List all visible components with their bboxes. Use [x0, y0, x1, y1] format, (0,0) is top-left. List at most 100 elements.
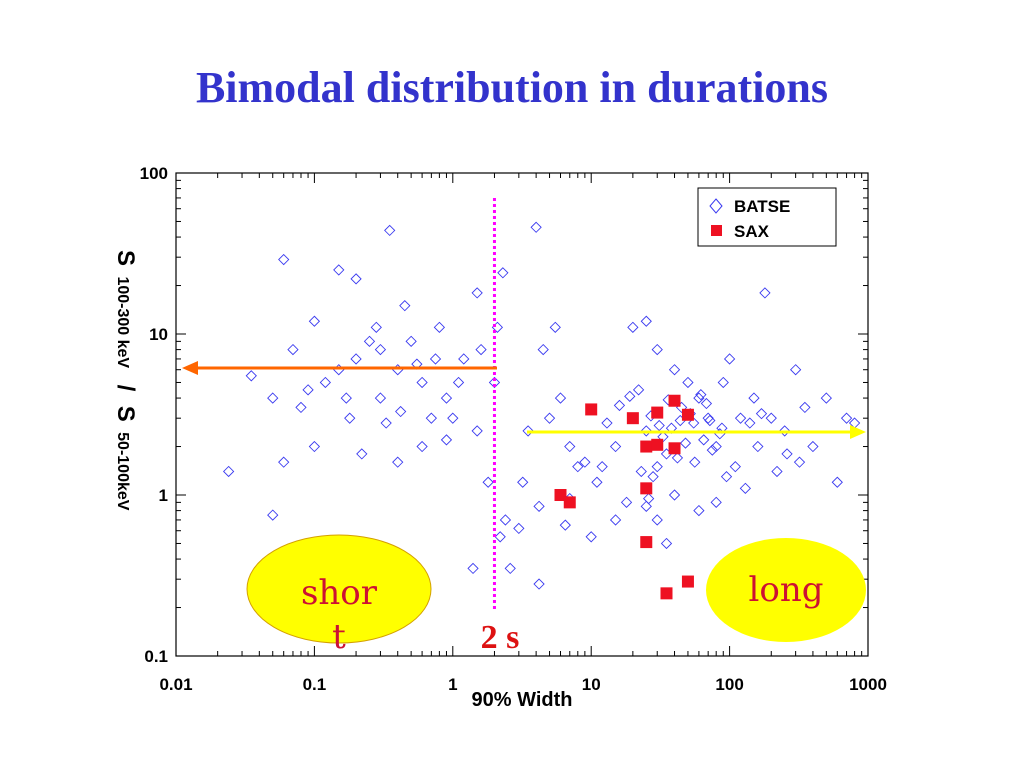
sax-point — [651, 406, 664, 419]
x-tick-label: 10 — [582, 675, 601, 694]
batse-point — [765, 412, 777, 424]
batse-point — [700, 397, 713, 410]
batse-point — [278, 456, 290, 468]
divider-label: 2 s — [481, 619, 520, 656]
batse-point — [609, 514, 622, 526]
batse-point — [416, 440, 428, 453]
batse-point — [267, 392, 279, 404]
legend-sax-label: SAX — [734, 222, 770, 241]
batse-point — [668, 364, 681, 376]
batse-point — [660, 537, 673, 550]
batse-point — [447, 412, 459, 424]
batse-point — [642, 492, 655, 505]
batse-point — [533, 578, 545, 590]
batse-point — [475, 343, 487, 356]
batse-point — [613, 399, 626, 412]
batse-point — [717, 376, 729, 389]
batse-point — [399, 300, 411, 312]
long-ellipse — [706, 538, 866, 642]
sax-point — [681, 408, 694, 421]
batse-point — [530, 221, 542, 233]
y-label-divider: / — [112, 385, 139, 392]
batse-point — [559, 519, 571, 531]
batse-point — [287, 343, 299, 356]
y-tick-label: 10 — [149, 325, 168, 344]
slide-title: Bimodal distribution in durations — [195, 63, 829, 112]
sax-point — [668, 442, 681, 455]
batse-point — [384, 224, 396, 237]
batse-point — [494, 531, 506, 543]
y-label-sub2: 50-100keV — [114, 432, 131, 511]
batse-point — [504, 562, 516, 575]
batse-point — [425, 412, 437, 424]
batse-point — [572, 461, 584, 473]
batse-point — [319, 376, 331, 389]
batse-point — [693, 392, 705, 404]
x-axis-title: 90% Width — [472, 689, 573, 711]
batse-point — [596, 461, 608, 473]
sax-point — [640, 482, 653, 495]
batse-point — [554, 392, 567, 404]
legend-batse-marker — [709, 198, 723, 214]
y-tick-label: 100 — [140, 164, 168, 183]
batse-point — [720, 471, 733, 483]
batse-point — [695, 389, 707, 401]
sax-point — [563, 496, 576, 509]
batse-point — [499, 514, 512, 526]
batse-point — [458, 353, 470, 365]
y-axis-title: S 100-300 keV / S 50-100keV — [112, 250, 139, 511]
batse-point — [781, 448, 793, 460]
x-tick-label: 1 — [448, 675, 457, 694]
sax-point — [660, 587, 673, 600]
batse-point — [429, 353, 442, 365]
x-tick-label: 100 — [715, 675, 743, 694]
batse-point — [752, 440, 764, 453]
long-arrow-head — [850, 425, 866, 439]
batse-point — [688, 417, 700, 429]
batse-point — [416, 376, 428, 389]
batse-point — [522, 425, 534, 437]
batse-point — [651, 461, 663, 473]
batse-point — [640, 500, 652, 513]
batse-point — [471, 425, 483, 437]
y-tick-label: 0.1 — [144, 647, 168, 666]
batse-point — [771, 465, 783, 478]
batse-point — [363, 335, 376, 348]
batse-point — [755, 408, 768, 420]
batse-point — [624, 390, 636, 402]
long-label: long — [748, 570, 823, 610]
batse-point — [759, 287, 771, 299]
x-tick-label: 0.1 — [303, 675, 327, 694]
batse-point — [723, 353, 736, 365]
legend-sax-marker — [711, 225, 722, 236]
x-tick-label: 0.01 — [159, 675, 192, 694]
batse-point — [651, 343, 663, 356]
batse-point — [620, 496, 633, 509]
batse-point — [467, 562, 479, 575]
batse-point — [640, 425, 652, 437]
batse-point — [267, 509, 279, 521]
batse-point — [706, 444, 718, 456]
batse-point — [374, 343, 387, 356]
batse-point — [392, 456, 404, 468]
batse-point — [333, 264, 345, 276]
batse-point — [820, 392, 832, 404]
sax-series — [554, 394, 694, 600]
batse-point — [635, 465, 647, 478]
batse-point — [488, 376, 501, 389]
batse-point — [549, 321, 561, 333]
batse-point — [440, 434, 453, 446]
batse-point — [609, 440, 622, 453]
batse-point — [831, 476, 843, 488]
batse-point — [350, 353, 362, 365]
batse-point — [651, 514, 663, 526]
batse-point — [671, 452, 684, 464]
batse-point — [370, 321, 382, 333]
batse-point — [647, 471, 659, 483]
batse-point — [533, 500, 545, 513]
batse-point — [793, 456, 806, 468]
x-tick-label: 1000 — [849, 675, 887, 694]
sax-point — [626, 412, 639, 425]
batse-point — [729, 461, 741, 473]
